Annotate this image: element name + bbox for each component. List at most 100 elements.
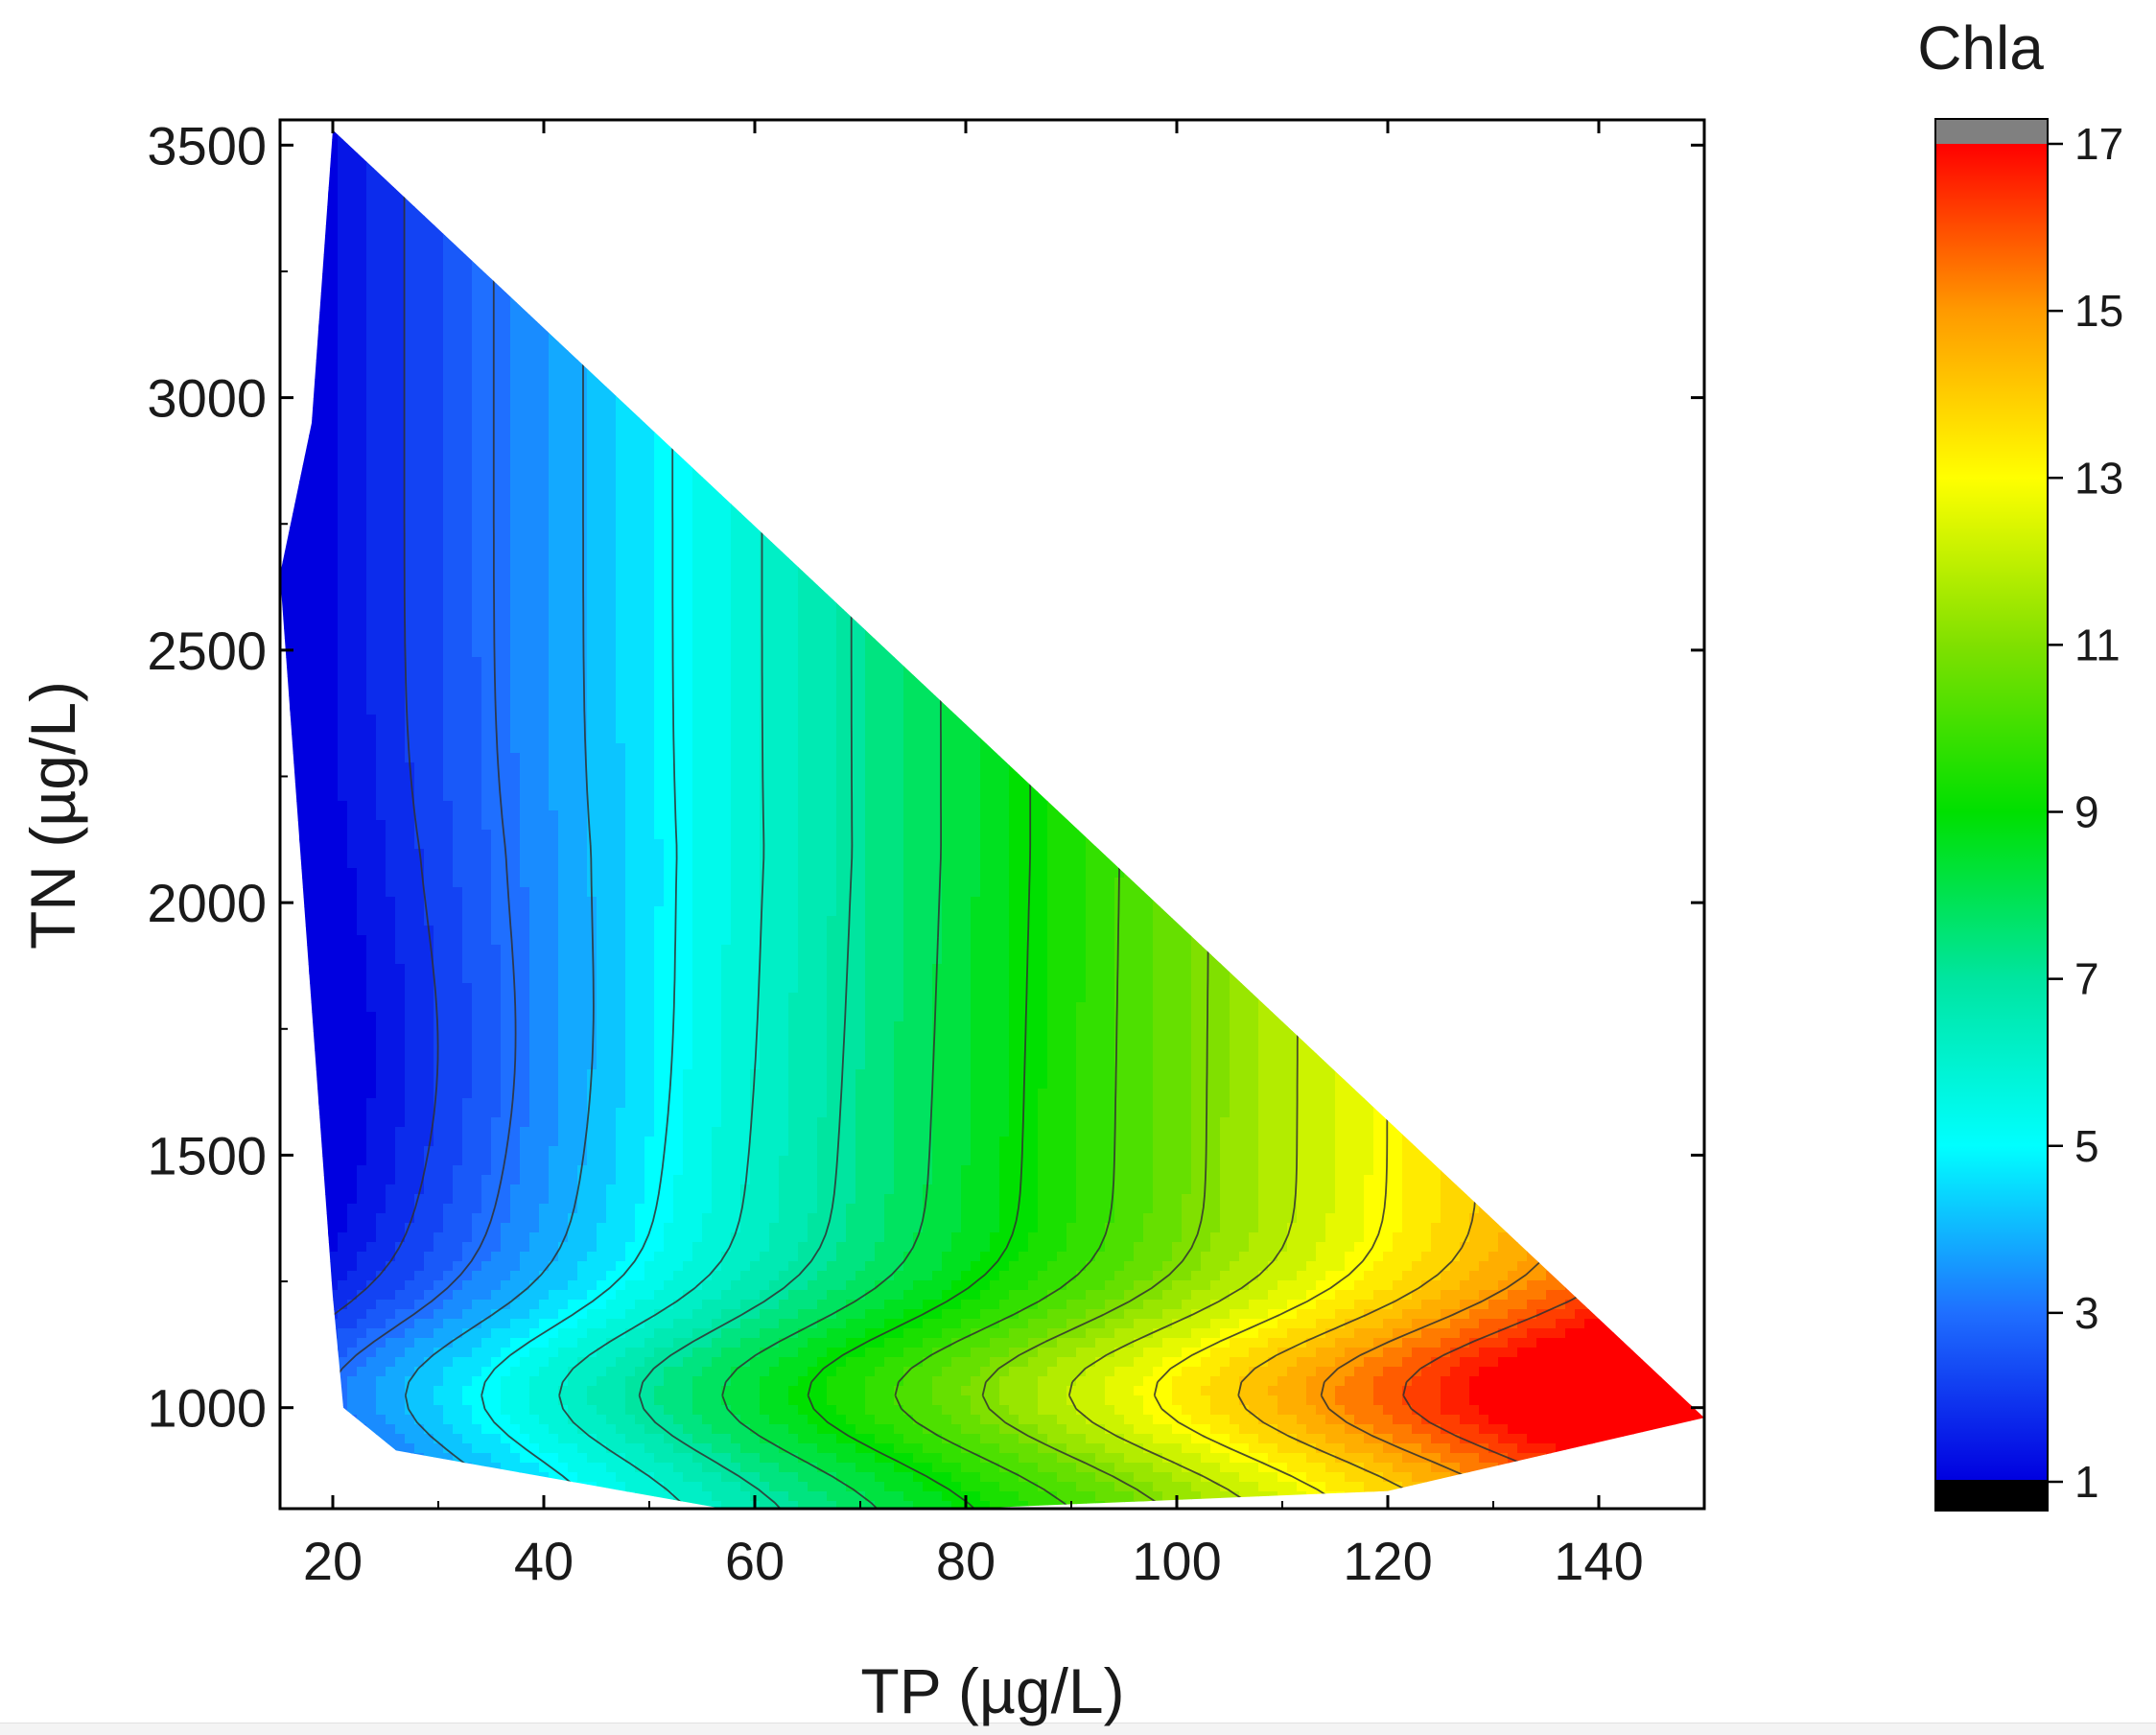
contour-cell [1191, 197, 1202, 207]
contour-cell [1220, 408, 1230, 418]
contour-cell [1364, 350, 1374, 361]
contour-cell [520, 264, 530, 274]
contour-cell [1143, 149, 1154, 159]
contour-cell [1182, 177, 1192, 188]
contour-cell [558, 283, 569, 293]
contour-cell [1182, 417, 1192, 428]
contour-cell [855, 369, 866, 380]
contour-cell [1527, 340, 1537, 351]
contour-cell [913, 350, 924, 361]
contour-cell [760, 417, 770, 428]
contour-cell [1412, 293, 1422, 303]
contour-cell [1325, 254, 1336, 265]
contour-cell [654, 436, 665, 447]
contour-cell [1162, 168, 1173, 178]
contour-cell [1019, 139, 1029, 150]
contour-cell [1421, 139, 1432, 150]
contour-cell [827, 206, 837, 217]
contour-cell [1642, 331, 1652, 341]
contour-cell [347, 187, 358, 198]
contour-cell [529, 149, 540, 159]
contour-cell [414, 129, 425, 140]
contour-cell [1297, 340, 1307, 351]
contour-cell [1508, 350, 1518, 361]
contour-cell [338, 293, 348, 303]
contour-cell [1335, 206, 1346, 217]
contour-cell [1508, 340, 1518, 351]
contour-cell [1613, 379, 1624, 389]
contour-cell [357, 158, 367, 169]
contour-cell [1277, 369, 1288, 380]
contour-cell [731, 417, 741, 428]
contour-cell [472, 417, 482, 428]
contour-cell [1201, 139, 1211, 150]
contour-cell [606, 302, 617, 313]
contour-cell [1201, 398, 1211, 409]
contour-cell [942, 427, 952, 437]
contour-cell [434, 312, 444, 322]
contour-cell [280, 149, 291, 159]
contour-cell [1143, 225, 1154, 236]
contour-cell [1057, 225, 1067, 236]
contour-cell [846, 139, 856, 150]
contour-cell [1306, 139, 1317, 150]
contour-cell [1460, 197, 1470, 207]
contour-cell [1469, 398, 1480, 409]
contour-cell [1441, 273, 1451, 284]
contour-cell [644, 264, 655, 274]
contour-cell [1623, 321, 1633, 332]
contour-cell [1536, 187, 1547, 198]
contour-cell [740, 302, 751, 313]
contour-cell [405, 216, 415, 226]
contour-cell [1498, 177, 1509, 188]
contour-cell [290, 197, 300, 207]
contour-cell [865, 129, 876, 140]
contour-cell [395, 379, 406, 389]
contour-cell [1690, 225, 1700, 236]
contour-cell [1632, 350, 1643, 361]
contour-cell [1114, 283, 1125, 293]
contour-cell [1354, 129, 1365, 130]
contour-cell [1613, 312, 1624, 322]
contour-cell [1642, 388, 1652, 399]
contour-cell [846, 379, 856, 389]
contour-cell [1316, 398, 1326, 409]
contour-cell [1220, 312, 1230, 322]
contour-cell [376, 302, 387, 313]
contour-cell [1287, 302, 1298, 313]
contour-cell [1009, 321, 1019, 332]
contour-cell [338, 245, 348, 255]
contour-cell [625, 340, 636, 351]
contour-cell [1095, 321, 1106, 332]
contour-cell [817, 340, 828, 351]
contour-cell [1575, 273, 1585, 284]
contour-cell [1604, 417, 1614, 428]
contour-cell [1556, 264, 1566, 274]
contour-cell [1019, 321, 1029, 332]
contour-cell [1373, 331, 1384, 341]
contour-cell [1249, 350, 1259, 361]
contour-cell [1364, 216, 1374, 226]
contour-cell [434, 331, 444, 341]
contour-cell [1565, 225, 1576, 236]
contour-cell [1239, 235, 1250, 246]
contour-cell [1488, 139, 1499, 150]
contour-cell [1661, 321, 1672, 332]
contour-cell [395, 427, 406, 437]
contour-cell [836, 331, 847, 341]
contour-cell [405, 379, 415, 389]
contour-cell [1575, 293, 1585, 303]
contour-cell [510, 369, 521, 380]
contour-cell [1508, 129, 1518, 130]
contour-cell [788, 273, 799, 284]
contour-cell [1469, 197, 1480, 207]
contour-cell [462, 235, 473, 246]
contour-cell [846, 206, 856, 217]
contour-cell [1095, 149, 1106, 159]
contour-cell [865, 264, 876, 274]
contour-cell [357, 293, 367, 303]
contour-cell [1642, 302, 1652, 313]
contour-cell [453, 388, 463, 399]
contour-cell [1143, 129, 1154, 130]
